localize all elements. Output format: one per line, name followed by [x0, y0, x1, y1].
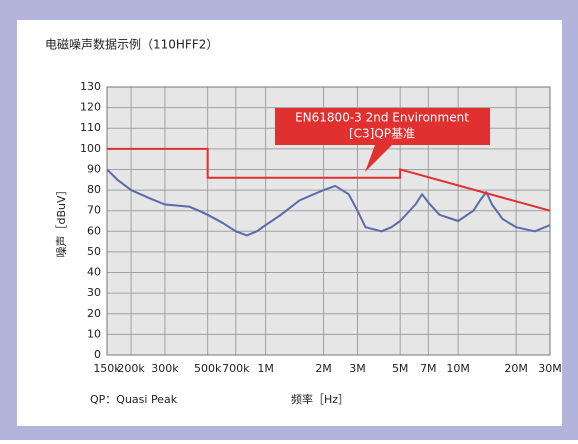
x-tick-label: 7M: [420, 362, 437, 375]
x-tick-label: 20M: [504, 362, 528, 375]
y-tick-label: 0: [94, 348, 101, 361]
y-tick-label: 50: [87, 245, 101, 258]
chart-title: 电磁噪声数据示例（110HFF2）: [45, 37, 218, 52]
plot-border: [106, 86, 551, 356]
y-tick-label: 130: [80, 80, 101, 93]
y-tick-label: 70: [87, 204, 101, 217]
x-tick-label: 150k: [93, 362, 121, 375]
note: QP：Quasi Peak: [90, 393, 178, 406]
x-tick-label: 700k: [222, 362, 250, 375]
y-tick-label: 80: [87, 183, 101, 196]
x-axis-label: 频率［Hz］: [291, 392, 349, 406]
x-tick-label: 2M: [315, 362, 332, 375]
x-tick-label: 3M: [349, 362, 366, 375]
x-tick-label: 10M: [446, 362, 470, 375]
x-tick-label: 300k: [151, 362, 179, 375]
annotation: EN61800-3 2nd Environment: [295, 111, 469, 125]
x-tick-label: 200k: [117, 362, 145, 375]
y-tick-label: 30: [87, 286, 101, 299]
y-axis-label: 噪声［dBuV］: [54, 184, 68, 257]
x-tick-label: 500k: [194, 362, 222, 375]
annotation: [C3]QP基准: [349, 127, 415, 141]
y-tick-label: 110: [80, 121, 101, 134]
y-tick-label: 40: [87, 266, 101, 279]
y-tick-label: 120: [80, 101, 101, 114]
y-tick-label: 20: [87, 307, 101, 320]
noise-line: [106, 168, 551, 237]
y-tick-label: 10: [87, 327, 101, 340]
limit-line: [107, 147, 551, 212]
x-tick-label: 5M: [392, 362, 409, 375]
y-tick-label: 90: [87, 162, 101, 175]
x-tick-label: 1M: [257, 362, 274, 375]
x-tick-label: 30M: [538, 362, 562, 375]
y-tick-label: 100: [80, 142, 101, 155]
y-tick-label: 60: [87, 224, 101, 237]
callout: [275, 108, 490, 172]
